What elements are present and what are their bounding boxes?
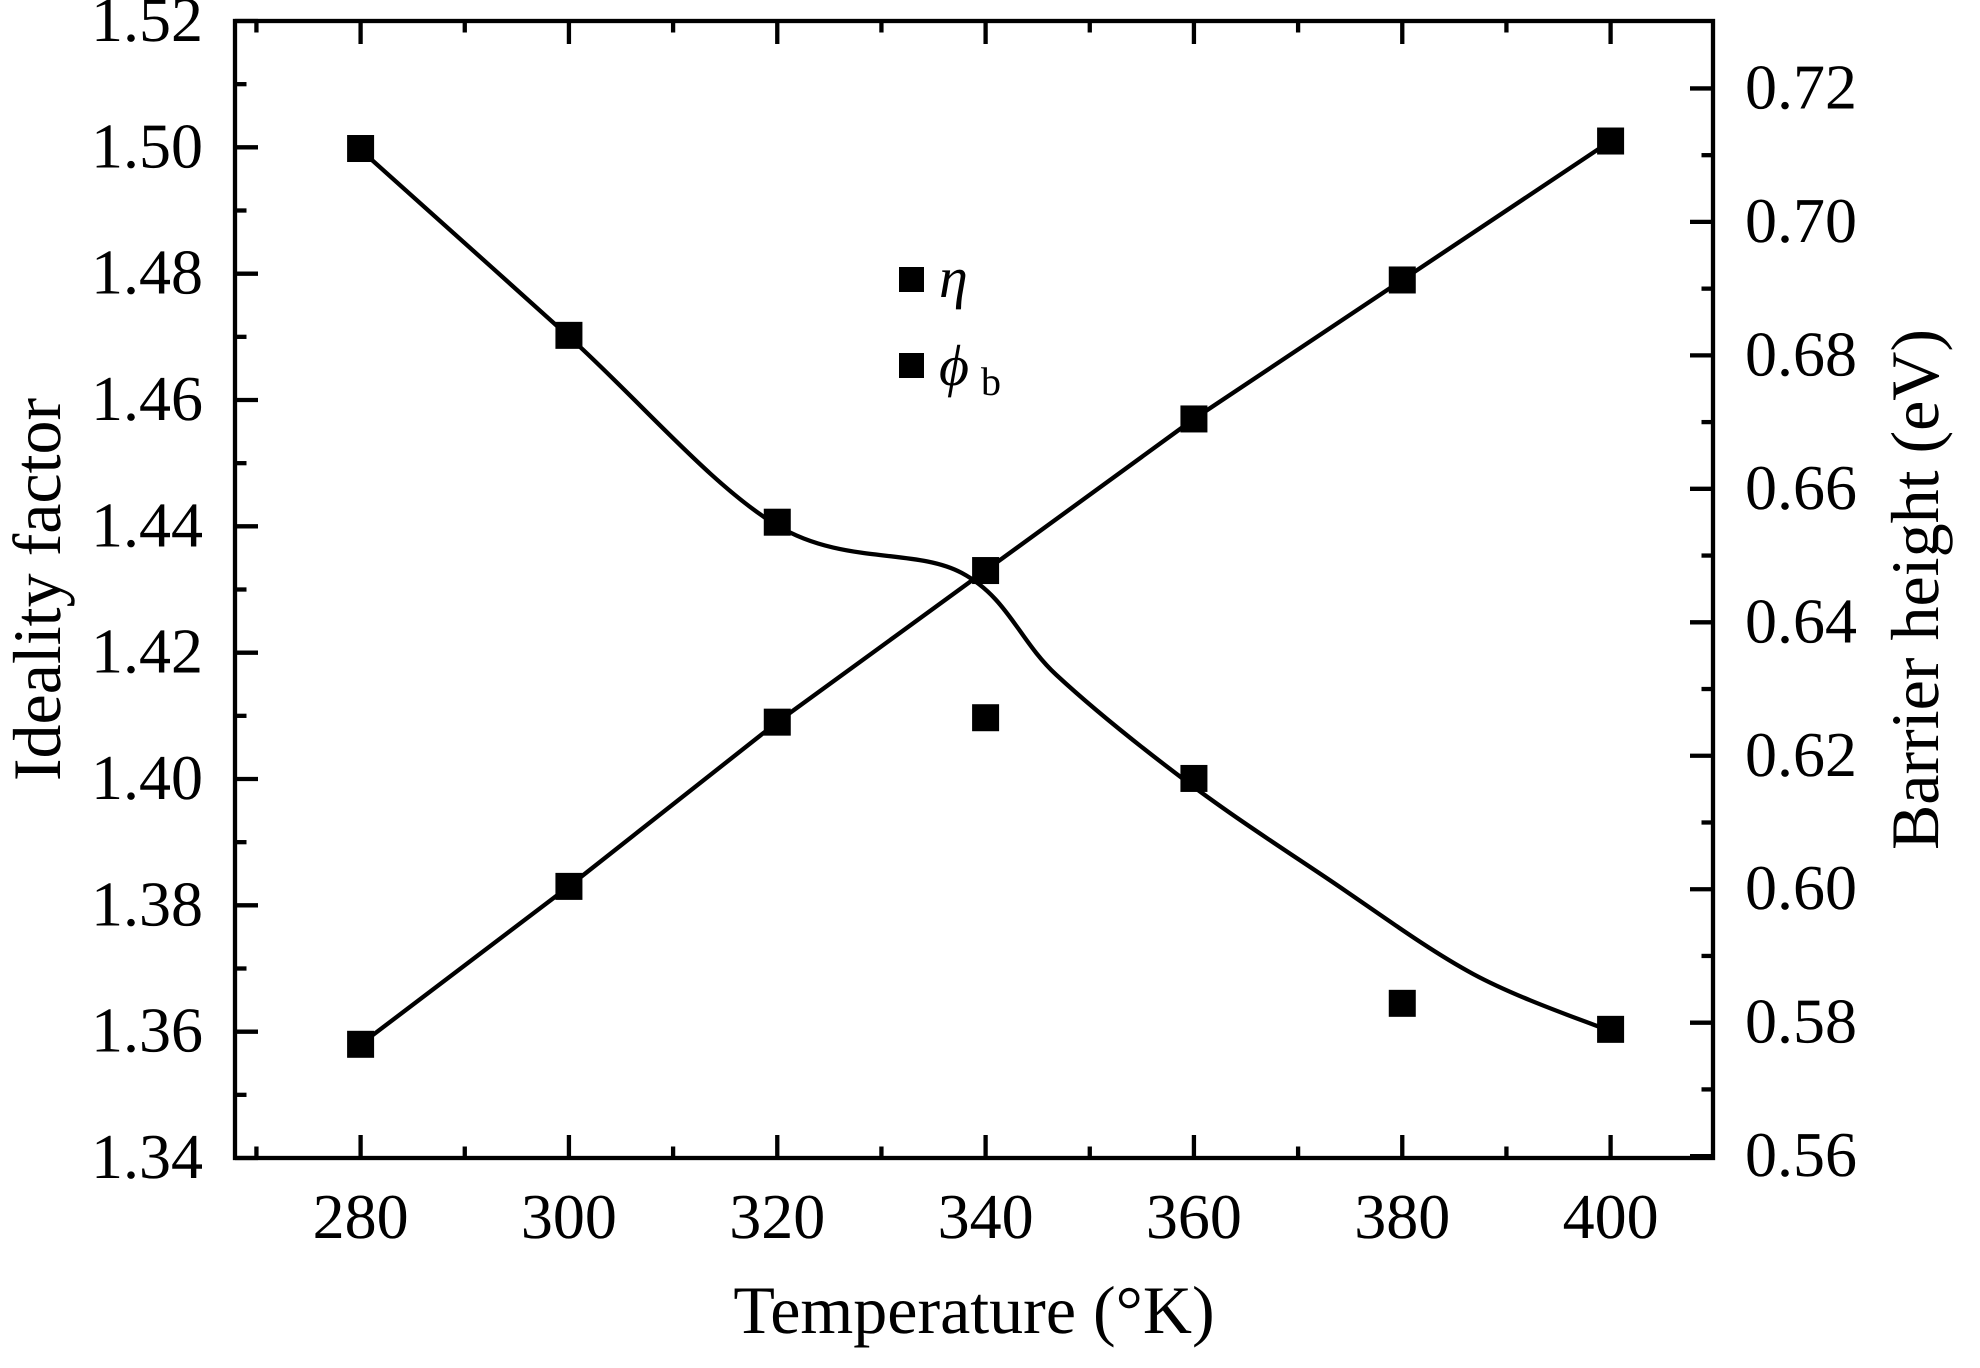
svg-text:280: 280 <box>313 1181 409 1252</box>
svg-text:1.34: 1.34 <box>91 1121 203 1192</box>
svg-text:0.72: 0.72 <box>1745 51 1857 122</box>
svg-text:Barrier height (eV): Barrier height (eV) <box>1877 329 1953 850</box>
svg-text:0.62: 0.62 <box>1745 719 1857 790</box>
svg-text:0.68: 0.68 <box>1745 318 1857 389</box>
svg-text:1.46: 1.46 <box>91 363 203 434</box>
svg-text:1.44: 1.44 <box>91 489 203 560</box>
svg-text:340: 340 <box>938 1181 1034 1252</box>
svg-text:1.42: 1.42 <box>91 616 203 687</box>
svg-text:400: 400 <box>1563 1181 1659 1252</box>
svg-text:300: 300 <box>521 1181 617 1252</box>
svg-text:1.48: 1.48 <box>91 237 203 308</box>
svg-text:1.38: 1.38 <box>91 868 203 939</box>
svg-text:0.56: 0.56 <box>1745 1119 1857 1190</box>
svg-text:380: 380 <box>1354 1181 1450 1252</box>
svg-text:1.40: 1.40 <box>91 742 203 813</box>
svg-text:η: η <box>939 245 968 310</box>
svg-text:0.60: 0.60 <box>1745 852 1857 923</box>
svg-text:0.70: 0.70 <box>1745 185 1857 256</box>
svg-text:0.64: 0.64 <box>1745 585 1857 656</box>
svg-text:360: 360 <box>1146 1181 1242 1252</box>
svg-text:ϕ: ϕ <box>939 333 969 398</box>
svg-text:320: 320 <box>729 1181 825 1252</box>
svg-text:0.66: 0.66 <box>1745 452 1857 523</box>
svg-text:0.58: 0.58 <box>1745 986 1857 1057</box>
svg-text:1.36: 1.36 <box>91 995 203 1066</box>
svg-text:Temperature (°K): Temperature (°K) <box>733 1272 1214 1348</box>
svg-text:1.52: 1.52 <box>91 0 203 55</box>
svg-text:1.50: 1.50 <box>91 110 203 181</box>
svg-text:Ideality factor: Ideality factor <box>0 398 75 782</box>
svg-text:b: b <box>981 359 1001 404</box>
